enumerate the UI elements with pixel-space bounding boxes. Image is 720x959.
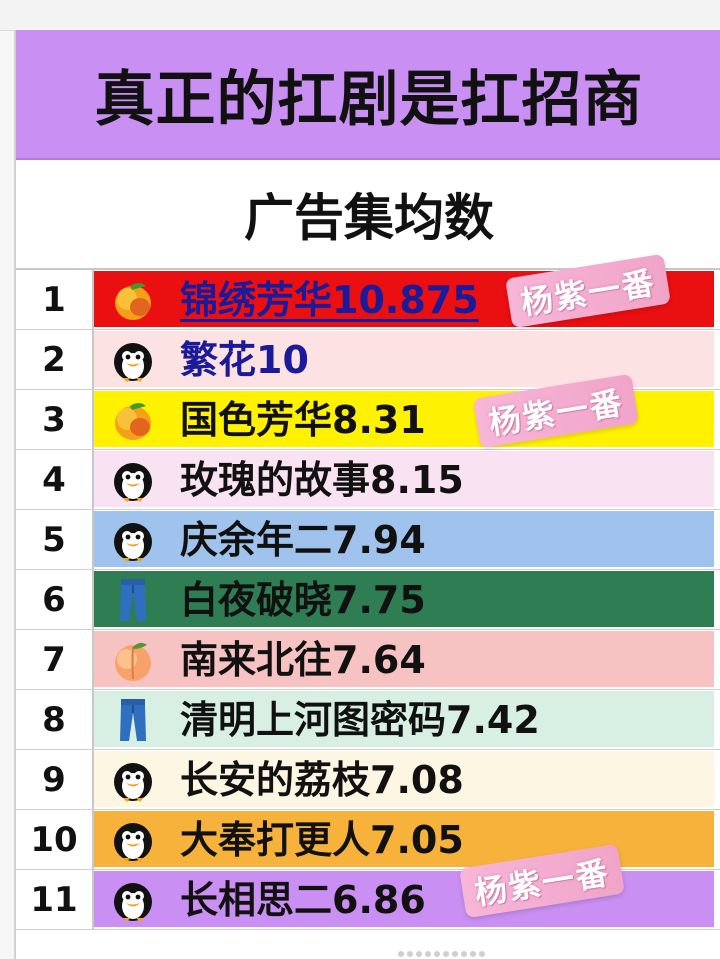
jeans-icon: [110, 577, 156, 623]
table-row: 6 白夜破晓7.75: [16, 570, 720, 630]
table-row: 9 长安的荔枝7.08: [16, 750, 720, 810]
peach-icon: [110, 637, 156, 683]
penguin-icon: [110, 877, 156, 923]
rank-cell: 7: [16, 630, 94, 689]
ranking-list: 1 锦绣芳华10.875 2 繁花10 3 国色芳华8.31: [16, 270, 720, 930]
show-cell: 繁花10: [94, 331, 714, 387]
show-cell: 白夜破晓7.75: [94, 571, 714, 627]
table-row: 8 清明上河图密码7.42: [16, 690, 720, 750]
show-cell: 长安的荔枝7.08: [94, 751, 714, 807]
penguin-icon: [110, 817, 156, 863]
table-subtitle: 广告集均数: [16, 160, 720, 270]
table-row: 1 锦绣芳华10.875: [16, 270, 720, 330]
show-label: 大奉打更人7.05: [180, 818, 464, 862]
table-row: 4 玫瑰的故事8.15: [16, 450, 720, 510]
show-label: 白夜破晓7.75: [180, 578, 426, 622]
table-row: 2 繁花10: [16, 330, 720, 390]
ranking-sheet: 真正的扛剧是扛招商 广告集均数 1 锦绣芳华10.875 2 繁花10 3: [14, 30, 720, 959]
show-cell: 锦绣芳华10.875: [94, 271, 714, 327]
penguin-icon: [110, 457, 156, 503]
show-label: 南来北往7.64: [180, 638, 426, 682]
rank-cell: 3: [16, 390, 94, 449]
page-title: 真正的扛剧是扛招商: [16, 30, 720, 160]
rank-cell: 10: [16, 810, 94, 869]
show-cell: 清明上河图密码7.42: [94, 691, 714, 747]
rank-cell: 11: [16, 870, 94, 929]
penguin-icon: [110, 337, 156, 383]
rank-cell: 5: [16, 510, 94, 569]
show-cell: 玫瑰的故事8.15: [94, 451, 714, 507]
rank-cell: 9: [16, 750, 94, 809]
show-cell: 南来北往7.64: [94, 631, 714, 687]
penguin-icon: [110, 517, 156, 563]
show-label: 玫瑰的故事8.15: [180, 458, 464, 502]
rank-cell: 8: [16, 690, 94, 749]
table-row: 5 庆余年二7.94: [16, 510, 720, 570]
show-label: 国色芳华8.31: [180, 398, 426, 442]
show-cell: 大奉打更人7.05: [94, 811, 714, 867]
show-cell: 庆余年二7.94: [94, 511, 714, 567]
show-label: 长相思二6.86: [180, 878, 426, 922]
mango-icon: [110, 397, 156, 443]
show-label: 清明上河图密码7.42: [180, 698, 540, 742]
jeans-icon: [110, 697, 156, 743]
show-label: 长安的荔枝7.08: [180, 758, 464, 802]
rank-cell: 2: [16, 330, 94, 389]
rank-cell: 4: [16, 450, 94, 509]
penguin-icon: [110, 757, 156, 803]
show-label: 繁花10: [180, 338, 309, 382]
table-row: 7 南来北往7.64: [16, 630, 720, 690]
mango-icon: [110, 277, 156, 323]
rank-cell: 6: [16, 570, 94, 629]
show-label: 锦绣芳华10.875: [180, 278, 479, 322]
bottom-indicator: [398, 942, 508, 957]
show-label: 庆余年二7.94: [180, 518, 426, 562]
rank-cell: 1: [16, 270, 94, 329]
top-strip: [0, 0, 720, 31]
